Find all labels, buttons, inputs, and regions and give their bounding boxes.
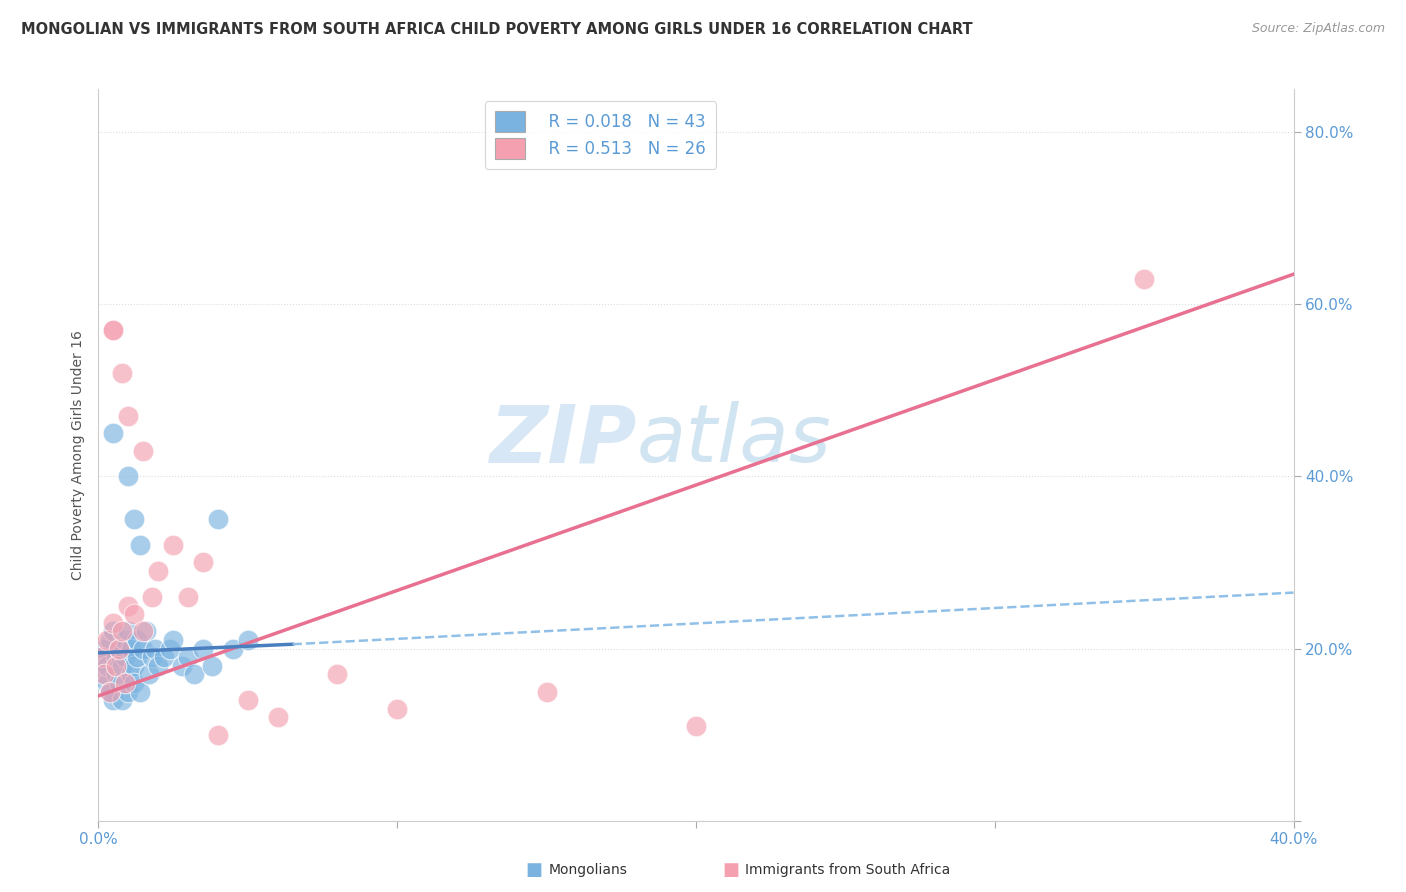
Y-axis label: Child Poverty Among Girls Under 16: Child Poverty Among Girls Under 16 (70, 330, 84, 580)
Point (153, 650, 176, 665)
Point (222, 641, 245, 656)
Point (141, 590, 163, 604)
Point (132, 641, 155, 656)
Point (536, 684, 558, 698)
Point (93, 641, 115, 656)
Text: ZIP: ZIP (489, 401, 637, 479)
Point (236, 632, 259, 647)
Point (103, 323, 125, 337)
Point (124, 607, 146, 621)
Point (120, 641, 142, 656)
Point (96, 676, 118, 690)
Text: Source: ZipAtlas.com: Source: ZipAtlas.com (1251, 22, 1385, 36)
Point (108, 676, 131, 690)
Point (129, 684, 152, 698)
Text: Immigrants from South Africa: Immigrants from South Africa (745, 863, 950, 877)
Point (103, 323, 125, 337)
Point (90, 650, 112, 665)
Point (685, 719, 707, 733)
Point (135, 624, 157, 639)
Point (103, 615, 125, 630)
Point (111, 624, 134, 639)
Point (191, 556, 214, 570)
Text: MONGOLIAN VS IMMIGRANTS FROM SOUTH AFRICA CHILD POVERTY AMONG GIRLS UNDER 16 COR: MONGOLIAN VS IMMIGRANTS FROM SOUTH AFRIC… (21, 22, 973, 37)
Point (108, 641, 131, 656)
Point (96, 658, 118, 673)
Point (96, 632, 118, 647)
Text: ■: ■ (723, 861, 740, 879)
Point (111, 658, 134, 673)
Point (127, 650, 149, 665)
Text: ■: ■ (526, 861, 543, 879)
Point (177, 590, 200, 604)
Point (127, 632, 149, 647)
Point (129, 538, 152, 552)
Point (236, 693, 259, 707)
Point (191, 641, 214, 656)
Point (111, 366, 134, 380)
Point (207, 512, 229, 526)
Point (90, 650, 112, 665)
Point (132, 624, 155, 639)
Point (114, 632, 136, 647)
Point (201, 658, 224, 673)
Point (105, 658, 128, 673)
Point (326, 667, 349, 681)
Point (141, 650, 163, 665)
Point (124, 512, 146, 526)
Point (117, 409, 139, 424)
Point (98, 632, 122, 647)
Point (1133, 271, 1156, 285)
Point (108, 641, 131, 656)
Point (117, 599, 139, 613)
Point (124, 676, 146, 690)
Point (148, 564, 170, 578)
Legend:   R = 0.018   N = 43,   R = 0.513   N = 26: R = 0.018 N = 43, R = 0.513 N = 26 (485, 101, 716, 169)
Point (132, 443, 155, 458)
Point (117, 624, 139, 639)
Point (103, 426, 125, 441)
Text: atlas: atlas (637, 401, 831, 479)
Point (103, 693, 125, 707)
Point (159, 641, 181, 656)
Point (117, 469, 139, 483)
Point (162, 632, 184, 647)
Point (120, 667, 142, 681)
Point (93, 667, 115, 681)
Point (207, 728, 229, 742)
Point (124, 658, 146, 673)
Point (93, 667, 115, 681)
Point (105, 650, 128, 665)
Point (267, 710, 290, 724)
Point (105, 667, 128, 681)
Point (103, 624, 125, 639)
Point (117, 684, 139, 698)
Point (138, 667, 160, 681)
Point (98, 684, 122, 698)
Point (114, 676, 136, 690)
Point (148, 658, 170, 673)
Point (162, 538, 184, 552)
Point (111, 693, 134, 707)
Point (183, 667, 205, 681)
Point (114, 650, 136, 665)
Text: Mongolians: Mongolians (548, 863, 627, 877)
Point (143, 641, 166, 656)
Point (172, 658, 194, 673)
Point (98, 684, 122, 698)
Point (385, 702, 409, 716)
Point (177, 650, 200, 665)
